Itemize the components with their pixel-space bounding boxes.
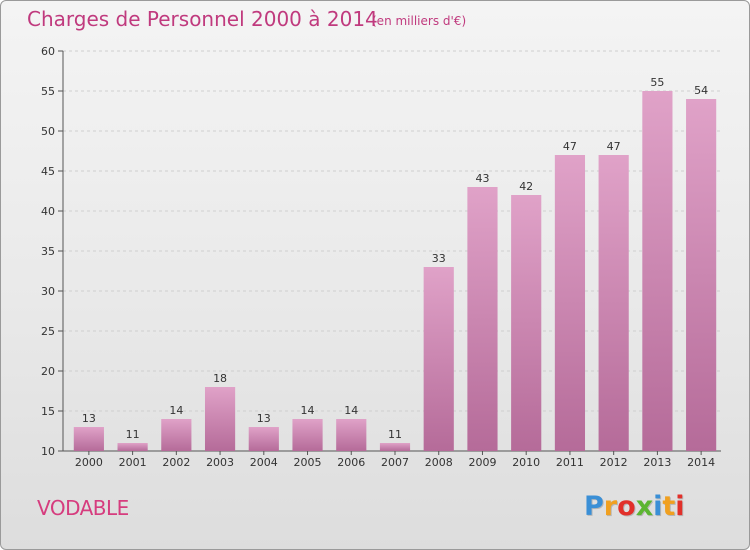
bar-2002	[161, 419, 192, 451]
x-tick-label: 2004	[250, 456, 278, 469]
bar-2005	[292, 419, 323, 451]
x-tick-label: 2014	[687, 456, 715, 469]
bar-2012	[598, 155, 629, 451]
value-label: 14	[301, 404, 315, 417]
bar-2010	[511, 195, 542, 451]
bar-2008	[423, 267, 454, 451]
x-tick-label: 2013	[643, 456, 671, 469]
labels: 10 15 20 25 30 35 40 45 50 55 60 13 2000 11 2001 14 2002…	[41, 45, 715, 469]
bar-2004	[248, 427, 279, 451]
bar-2009	[467, 187, 498, 451]
logo-letter: i	[675, 491, 685, 522]
bar-2013	[642, 91, 673, 451]
value-label: 11	[388, 428, 402, 441]
bar-2000	[73, 427, 104, 451]
value-label: 42	[519, 180, 533, 193]
logo-letter: i	[653, 491, 663, 522]
y-tick-label: 60	[41, 45, 55, 58]
x-tick-label: 2011	[556, 456, 584, 469]
value-label: 54	[694, 84, 708, 97]
logo-letter: x	[635, 491, 654, 522]
value-label: 43	[475, 172, 489, 185]
value-label: 47	[607, 140, 621, 153]
chart-subtitle: (en milliers d'€)	[372, 14, 467, 28]
x-tick-label: 2005	[294, 456, 322, 469]
y-tick-label: 20	[41, 365, 55, 378]
chart-title: Charges de Personnel 2000 à 2014	[27, 7, 378, 31]
bar-2006	[336, 419, 367, 451]
y-tick-label: 30	[41, 285, 55, 298]
y-tick-label: 35	[41, 245, 55, 258]
y-tick-label: 50	[41, 125, 55, 138]
value-label: 14	[344, 404, 358, 417]
logo-letter: r	[603, 491, 618, 522]
value-label: 55	[650, 76, 664, 89]
bar-2003	[204, 387, 236, 451]
x-tick-label: 2010	[512, 456, 540, 469]
x-tick-label: 2003	[206, 456, 234, 469]
value-label: 47	[563, 140, 577, 153]
bars	[73, 91, 717, 451]
logo-letter: P	[584, 491, 604, 522]
y-tick-label: 45	[41, 165, 55, 178]
bar-2011	[554, 155, 586, 451]
x-tick-label: 2012	[600, 456, 628, 469]
x-tick-label: 2006	[337, 456, 365, 469]
commune-name: VODABLE	[37, 496, 129, 520]
bar-2007	[379, 443, 411, 451]
value-label: 13	[257, 412, 271, 425]
x-tick-label: 2009	[468, 456, 496, 469]
bar-2014	[686, 99, 717, 451]
value-label: 14	[169, 404, 183, 417]
y-tick-label: 15	[41, 405, 55, 418]
logo-letter: t	[662, 491, 676, 522]
bar-2001	[117, 443, 148, 451]
x-tick-label: 2008	[425, 456, 453, 469]
x-tick-label: 2000	[75, 456, 103, 469]
value-label: 11	[126, 428, 140, 441]
x-tick-label: 2002	[162, 456, 190, 469]
y-tick-label: 55	[41, 85, 55, 98]
value-label: 13	[82, 412, 96, 425]
y-tick-label: 10	[41, 445, 55, 458]
proxiti-logo[interactable]: Proxiti	[584, 491, 685, 522]
y-tick-label: 25	[41, 325, 55, 338]
y-tick-label: 40	[41, 205, 55, 218]
logo-letter: o	[617, 491, 636, 522]
x-tick-label: 2001	[119, 456, 147, 469]
x-tick-label: 2007	[381, 456, 409, 469]
value-label: 33	[432, 252, 446, 265]
value-label: 18	[213, 372, 227, 385]
